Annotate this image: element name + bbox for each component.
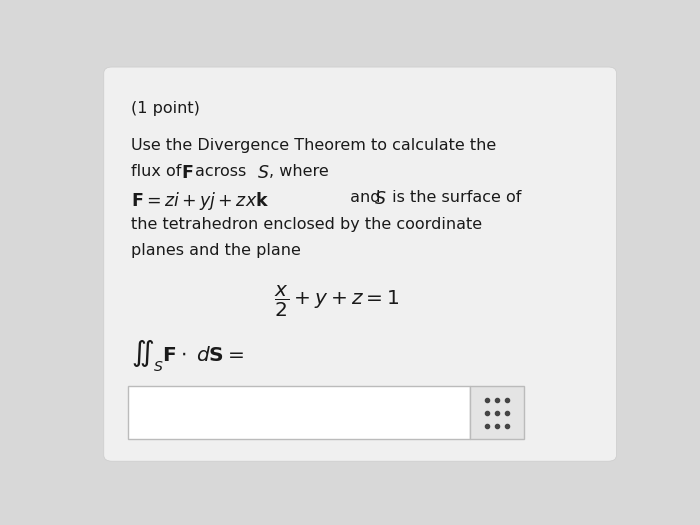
- Bar: [470, 386, 524, 439]
- Text: planes and the plane: planes and the plane: [131, 243, 301, 258]
- Text: $\mathbf{F} = zi + yj + zx\mathbf{k}$: $\mathbf{F} = zi + yj + zx\mathbf{k}$: [131, 191, 269, 212]
- Text: across: across: [195, 164, 251, 179]
- Text: $\dfrac{x}{2} + y + z = 1$: $\dfrac{x}{2} + y + z = 1$: [274, 284, 400, 319]
- Text: $\int \!\! \int_S \mathbf{F} \cdot \; d\mathbf{S} = $: $\int \!\! \int_S \mathbf{F} \cdot \; d\…: [131, 338, 244, 374]
- Text: , where: , where: [270, 164, 329, 179]
- Text: flux of: flux of: [131, 164, 186, 179]
- Text: Use the Divergence Theorem to calculate the: Use the Divergence Theorem to calculate …: [131, 138, 496, 153]
- Text: $S$: $S$: [257, 164, 270, 182]
- FancyBboxPatch shape: [104, 67, 617, 461]
- Text: and: and: [345, 191, 386, 205]
- Text: the tetrahedron enclosed by the coordinate: the tetrahedron enclosed by the coordina…: [131, 217, 482, 232]
- Text: $\mathbf{F}$: $\mathbf{F}$: [181, 164, 194, 182]
- Bar: [128, 386, 470, 439]
- Text: (1 point): (1 point): [131, 101, 200, 117]
- Text: $S$: $S$: [374, 191, 386, 208]
- Text: is the surface of: is the surface of: [387, 191, 522, 205]
